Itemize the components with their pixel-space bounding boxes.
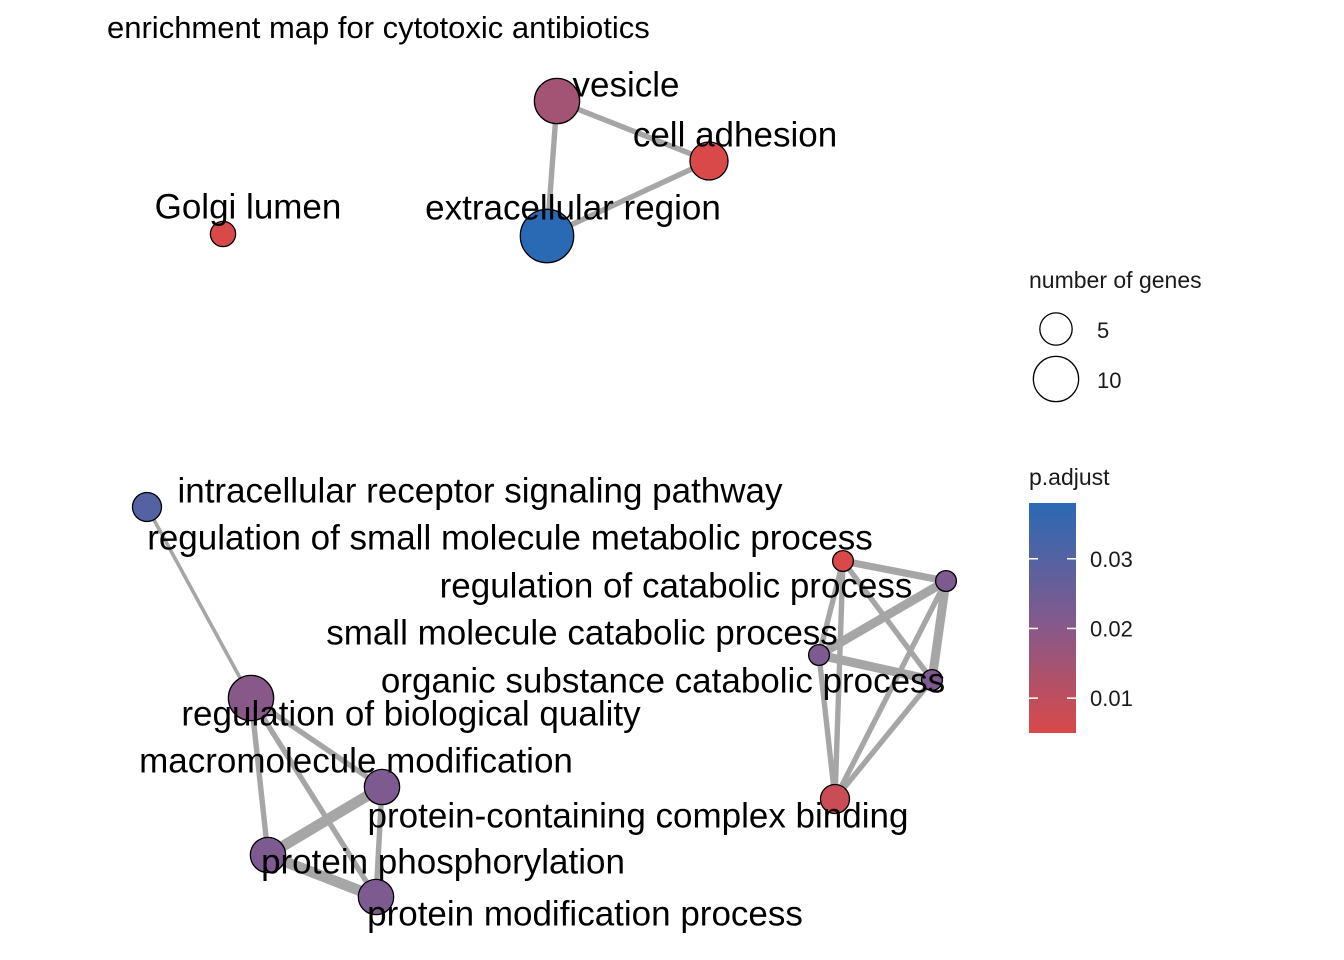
size-legend: number of genes 5 10 bbox=[1029, 267, 1202, 403]
edge-protein_complex_binding-organic_substance_catabolic bbox=[832, 678, 935, 801]
node-label-protein_phosphorylation: protein phosphorylation bbox=[261, 842, 625, 881]
edge-macromolecule_modification-protein_phosphorylation bbox=[265, 782, 385, 860]
colorbar-ticks: 0.03 0.02 0.01 bbox=[1029, 547, 1133, 711]
edge-protein_complex_binding-small_molecule_catabolic bbox=[816, 654, 838, 800]
size-legend-title: number of genes bbox=[1029, 267, 1202, 293]
edge-reg_small_molecule-reg_catabolic bbox=[842, 557, 947, 585]
node-protein_complex_binding[interactable] bbox=[819, 783, 851, 815]
node-label-extracellular_region: extracellular region bbox=[425, 188, 721, 227]
size-key-label-small: 5 bbox=[1097, 318, 1109, 343]
node-organic_substance_catabolic[interactable] bbox=[920, 668, 944, 692]
label-layer: vesicle cell adhesion extracellular region… bbox=[139, 65, 945, 933]
node-vesicle[interactable] bbox=[533, 77, 581, 125]
node-layer bbox=[131, 77, 958, 916]
edge-reg_biological_quality-protein_modification bbox=[248, 696, 379, 899]
node-label-reg_catabolic: regulation of catabolic process bbox=[440, 566, 913, 605]
node-reg_catabolic[interactable] bbox=[934, 569, 958, 593]
node-reg_small_molecule[interactable] bbox=[831, 549, 855, 573]
edge-intracellular_receptor-reg_biological_quality bbox=[145, 506, 253, 699]
colorbar bbox=[1029, 503, 1076, 733]
node-reg_biological_quality[interactable] bbox=[227, 674, 275, 722]
plot-title: enrichment map for cytotoxic antibiotics bbox=[107, 10, 650, 45]
colorbar-tick-label: 0.03 bbox=[1090, 547, 1133, 572]
size-key-circle-small bbox=[1039, 312, 1073, 346]
edge-macromolecule_modification-protein_modification bbox=[373, 786, 385, 898]
node-label-golgi_lumen: Golgi lumen bbox=[155, 187, 342, 226]
colorbar-tick-label: 0.02 bbox=[1090, 616, 1133, 641]
node-intracellular_receptor[interactable] bbox=[131, 491, 163, 523]
edge-protein_complex_binding-reg_small_molecule bbox=[832, 560, 846, 800]
node-macromolecule_modification[interactable] bbox=[363, 768, 401, 806]
node-golgi_lumen[interactable] bbox=[209, 220, 237, 248]
node-label-small_molecule_catabolic: small molecule catabolic process bbox=[326, 613, 838, 652]
colorbar-tick-label: 0.01 bbox=[1090, 686, 1133, 711]
node-label-reg_small_molecule: regulation of small molecule metabolic p… bbox=[147, 518, 873, 557]
node-label-reg_biological_quality: regulation of biological quality bbox=[181, 694, 641, 733]
edge-cell_adhesion-extracellular_region bbox=[545, 158, 711, 239]
node-protein_phosphorylation[interactable] bbox=[249, 836, 287, 874]
node-label-vesicle: vesicle bbox=[573, 65, 680, 104]
color-legend: p.adjust 0.03 0.02 0.01 bbox=[1029, 464, 1133, 733]
node-protein_modification[interactable] bbox=[357, 878, 395, 916]
color-legend-title: p.adjust bbox=[1029, 464, 1110, 490]
edge-protein_phosphorylation-protein_modification bbox=[266, 849, 378, 903]
node-extracellular_region[interactable] bbox=[519, 208, 575, 264]
node-label-organic_substance_catabolic: organic substance catabolic process bbox=[381, 661, 945, 700]
node-label-cell_adhesion: cell adhesion bbox=[633, 115, 837, 154]
edge-reg_biological_quality-protein_phosphorylation bbox=[248, 697, 271, 856]
node-small_molecule_catabolic[interactable] bbox=[807, 643, 831, 667]
node-label-protein_complex_binding: protein-containing complex binding bbox=[368, 796, 909, 835]
size-key-circle-large bbox=[1032, 355, 1080, 403]
edge-reg_small_molecule-organic_substance_catabolic bbox=[840, 559, 935, 682]
edge-layer bbox=[145, 98, 951, 903]
node-label-intracellular_receptor: intracellular receptor signaling pathway bbox=[177, 471, 783, 510]
edge-protein_complex_binding-reg_catabolic bbox=[832, 579, 949, 801]
node-label-macromolecule_modification: macromolecule modification bbox=[139, 741, 573, 780]
edge-reg_biological_quality-macromolecule_modification bbox=[249, 695, 384, 790]
edge-reg_catabolic-organic_substance_catabolic bbox=[927, 580, 951, 681]
node-cell_adhesion[interactable] bbox=[689, 141, 729, 181]
node-label-protein_modification: protein modification process bbox=[367, 894, 803, 933]
edge-reg_small_molecule-small_molecule_catabolic bbox=[816, 560, 846, 656]
edge-vesicle-cell_adhesion bbox=[556, 98, 710, 164]
size-key-label-large: 10 bbox=[1097, 368, 1121, 393]
